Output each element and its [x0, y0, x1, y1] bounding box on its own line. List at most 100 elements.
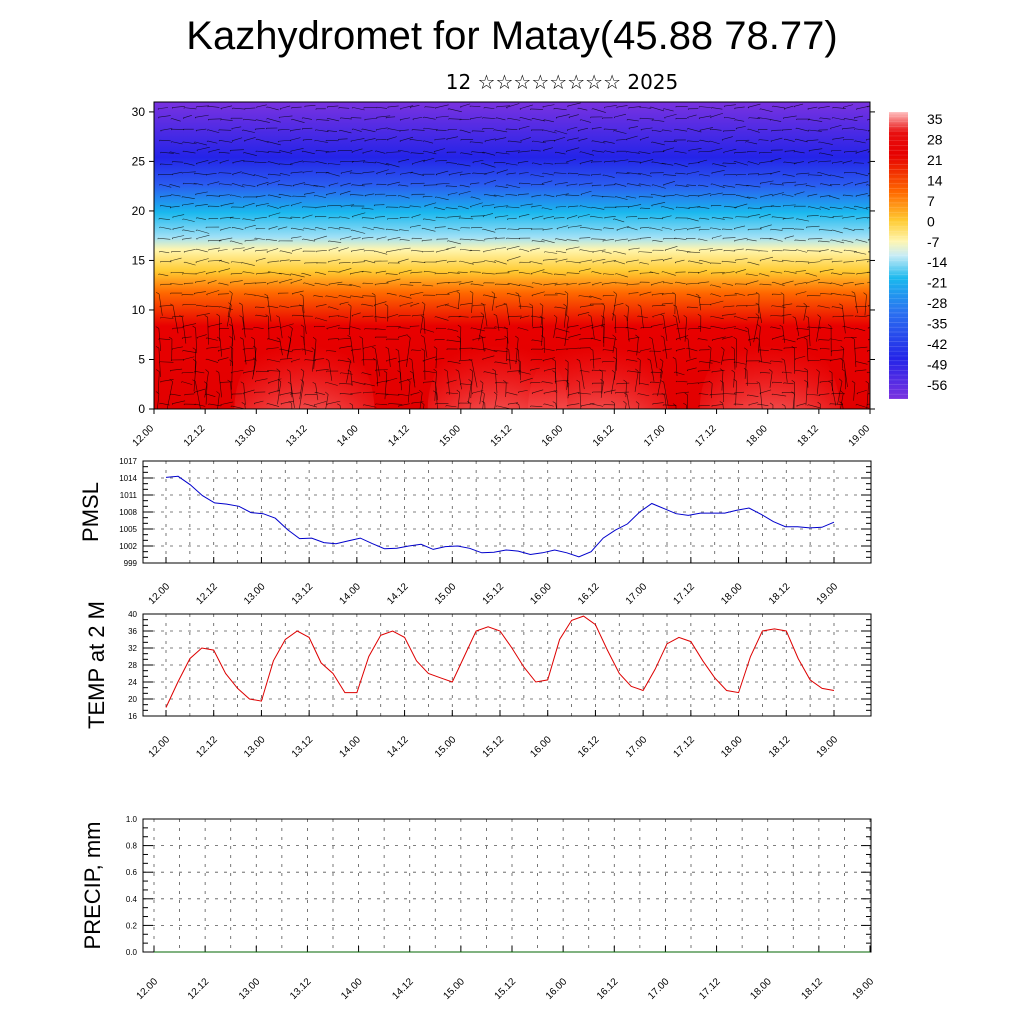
- wind-barb: [327, 105, 339, 108]
- wind-barb: [495, 227, 507, 230]
- wind-barb: [652, 184, 666, 189]
- wind-barb: [279, 193, 292, 197]
- wind-barb: [832, 215, 843, 217]
- wind-barb: [411, 152, 424, 154]
- wind-barb: [218, 347, 230, 351]
- wind-barb: [734, 161, 749, 166]
- wind-barb: [639, 136, 649, 140]
- wind-barb: [352, 404, 354, 409]
- wind-barb-feather: [719, 368, 724, 372]
- wind-barb: [803, 305, 807, 321]
- wind-barb: [664, 246, 678, 251]
- wind-barb-feather: [292, 185, 294, 187]
- wind-barb: [855, 149, 869, 154]
- wind-barb-feather: [591, 140, 593, 142]
- wind-barb-feather: [515, 292, 519, 295]
- wind-barb-feather: [279, 173, 281, 175]
- wind-barb-feather: [387, 239, 389, 241]
- grid: [143, 818, 871, 953]
- wind-barb-feather: [709, 360, 712, 362]
- wind-barb-feather: [290, 227, 292, 230]
- wind-barb: [399, 136, 414, 142]
- wind-barb: [410, 325, 420, 327]
- wind-barb: [303, 139, 313, 141]
- wind-barb-feather: [686, 229, 689, 231]
- wind-barb: [398, 269, 412, 274]
- wind-barb-feather: [796, 405, 798, 407]
- wind-barb: [196, 304, 207, 307]
- wind-barb-feather: [770, 160, 772, 163]
- wind-barb: [807, 106, 818, 110]
- wind-barb-feather: [266, 118, 268, 120]
- wind-barb: [268, 378, 282, 384]
- wind-barb-feather: [436, 251, 438, 253]
- wind-barb-feather: [290, 140, 292, 142]
- wind-barb: [158, 338, 171, 340]
- wind-barb-feather: [553, 390, 557, 393]
- wind-barb: [782, 217, 794, 220]
- wind-barb-feather: [600, 378, 604, 382]
- wind-barb-feather: [623, 315, 627, 318]
- wind-barb: [482, 117, 495, 119]
- wind-barb: [304, 282, 315, 286]
- colorbar-label: -7: [927, 234, 940, 250]
- wind-barb-feather: [195, 217, 197, 219]
- wind-barb: [196, 313, 210, 317]
- wind-barb: [339, 227, 351, 230]
- wind-barb: [412, 314, 425, 317]
- wind-barb-feather: [469, 368, 473, 372]
- wind-barb-feather: [808, 162, 810, 164]
- wind-barb-feather: [614, 183, 616, 185]
- x-tick-label: 17.00: [642, 423, 668, 449]
- wind-barb: [376, 380, 389, 384]
- wind-barb: [853, 383, 856, 401]
- wind-barb: [350, 392, 362, 394]
- wind-barb: [747, 293, 758, 296]
- wind-barb: [544, 403, 554, 407]
- wind-barb: [722, 260, 736, 263]
- wind-barb: [650, 360, 655, 382]
- wind-barb-feather: [241, 172, 243, 174]
- wind-barb-feather: [243, 206, 245, 208]
- wind-barb-feather: [613, 130, 615, 132]
- colorbar-label: -35: [927, 316, 947, 332]
- wind-barb: [267, 403, 280, 407]
- wind-barb: [291, 403, 293, 409]
- wind-barb: [566, 194, 580, 196]
- wind-barb: [639, 291, 652, 296]
- colorbar-label: 35: [927, 111, 943, 127]
- wind-barb: [267, 295, 272, 322]
- wind-barb: [830, 124, 842, 129]
- wind-barb: [160, 128, 173, 131]
- wind-barb: [256, 272, 271, 274]
- wind-barb-feather: [664, 117, 666, 119]
- wind-barb: [457, 293, 461, 310]
- wind-barb-feather: [447, 293, 449, 295]
- wind-barb: [722, 313, 737, 316]
- wind-barb: [423, 218, 436, 221]
- wind-barb: [496, 405, 511, 409]
- wind-barb: [447, 240, 461, 245]
- wind-barb: [628, 126, 638, 129]
- wind-barb: [279, 259, 290, 262]
- wind-barb: [687, 140, 700, 143]
- wind-barb-feather: [340, 193, 342, 196]
- wind-barb: [471, 283, 484, 286]
- wind-barb-feather: [530, 315, 532, 318]
- wind-barb: [312, 349, 315, 372]
- x-tick-label: 13.12: [284, 423, 310, 449]
- wind-barb-feather: [229, 290, 233, 294]
- wind-barb-feather: [182, 326, 184, 328]
- wind-barb: [818, 171, 831, 177]
- wind-barb-feather: [326, 328, 328, 330]
- wind-barb: [196, 217, 207, 220]
- wind-barb: [315, 271, 326, 275]
- wind-barb: [675, 281, 686, 285]
- wind-barb: [540, 305, 544, 325]
- wind-barb: [303, 227, 316, 231]
- wind-barb-feather: [543, 194, 545, 196]
- wind-barb: [387, 313, 399, 318]
- wind-barb-feather: [590, 338, 592, 340]
- wind-barb-feather: [423, 116, 425, 119]
- wind-barb: [772, 105, 785, 109]
